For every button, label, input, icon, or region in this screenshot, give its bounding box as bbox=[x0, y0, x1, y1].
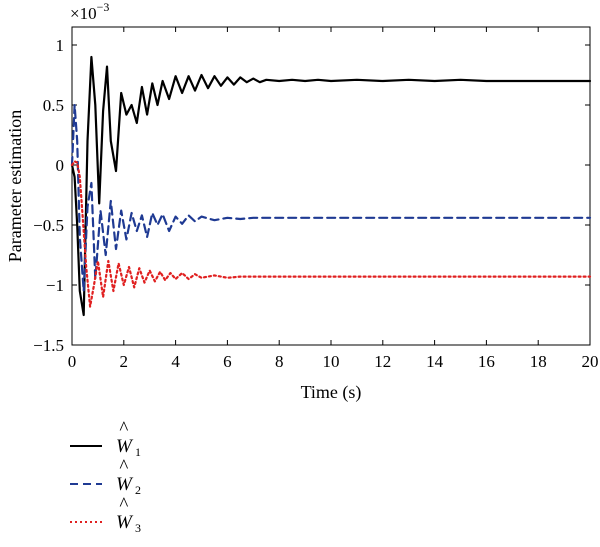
series-line-w3 bbox=[70, 160, 592, 308]
series-line-w2 bbox=[70, 103, 592, 293]
x-tick-label: 20 bbox=[582, 352, 599, 371]
x-tick-label: 6 bbox=[223, 352, 232, 371]
x-tick-label: 8 bbox=[275, 352, 284, 371]
series-layer bbox=[70, 55, 592, 317]
legend-subscript-w1: 1 bbox=[135, 445, 141, 459]
x-tick-label: 16 bbox=[478, 352, 495, 371]
x-tick-label: 0 bbox=[68, 352, 77, 371]
y-tick-label: −1.5 bbox=[33, 336, 64, 355]
x-tick-label: 10 bbox=[323, 352, 340, 371]
y-multiplier: ×10−3 bbox=[70, 0, 109, 23]
legend-label-w2: W bbox=[116, 474, 134, 495]
x-axis: 0 2 4 6 8 10 12 14 16 18 20 bbox=[68, 27, 599, 371]
hat-icon: ^ bbox=[119, 456, 129, 477]
y-tick-label: −0.5 bbox=[33, 216, 64, 235]
x-tick-label: 18 bbox=[530, 352, 547, 371]
hat-icon: ^ bbox=[119, 494, 129, 515]
legend-subscript-w2: 2 bbox=[135, 483, 141, 497]
series-line-w1 bbox=[70, 55, 592, 317]
plot-frame bbox=[71, 26, 591, 346]
y-axis: 1 0.5 0 −0.5 −1 −1.5 bbox=[33, 36, 590, 355]
legend-label-w1: W bbox=[116, 436, 134, 457]
x-tick-label: 2 bbox=[120, 352, 129, 371]
y-tick-label: 1 bbox=[56, 36, 65, 55]
hat-icon: ^ bbox=[119, 418, 129, 439]
legend: ^W 1^W 2^W 3 bbox=[70, 418, 141, 535]
y-tick-label: 0 bbox=[56, 156, 65, 175]
x-tick-label: 4 bbox=[171, 352, 180, 371]
x-tick-label: 14 bbox=[426, 352, 444, 371]
y-axis-label: Parameter estimation bbox=[5, 110, 25, 262]
legend-subscript-w3: 3 bbox=[135, 521, 141, 535]
y-tick-label: −1 bbox=[46, 276, 64, 295]
x-axis-label: Time (s) bbox=[301, 382, 362, 403]
x-tick-label: 12 bbox=[374, 352, 391, 371]
y-tick-label: 0.5 bbox=[43, 96, 64, 115]
legend-label-w3: W bbox=[116, 512, 134, 533]
